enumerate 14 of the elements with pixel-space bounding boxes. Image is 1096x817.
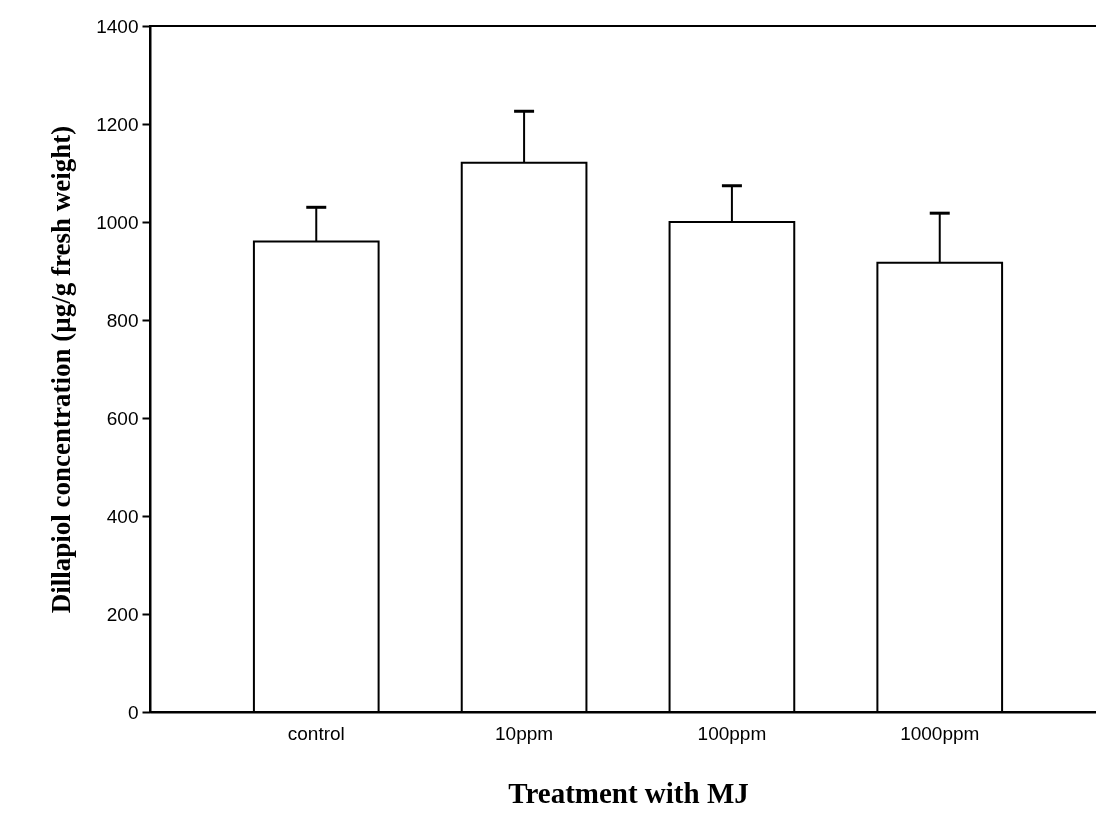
x-axis-title: Treatment with MJ xyxy=(508,776,749,809)
y-tick-label: 1200 xyxy=(96,113,139,135)
y-tick-label: 400 xyxy=(106,505,139,527)
y-tick-label: 200 xyxy=(106,603,139,625)
y-tick-label: 600 xyxy=(106,407,139,429)
y-axis-title: Dillapiol concentration (µg/g fresh weight) xyxy=(46,125,77,614)
y-tick-label: 1000 xyxy=(96,211,139,233)
y-tick-label: 1400 xyxy=(96,15,139,37)
y-tick-label: 0 xyxy=(127,701,139,723)
x-tick-label: control xyxy=(287,722,345,744)
x-tick-label: 1000ppm xyxy=(900,722,980,744)
x-tick-label: 100ppm xyxy=(697,722,767,744)
x-tick-label: 10ppm xyxy=(495,722,554,744)
y-tick-label: 800 xyxy=(106,309,139,331)
